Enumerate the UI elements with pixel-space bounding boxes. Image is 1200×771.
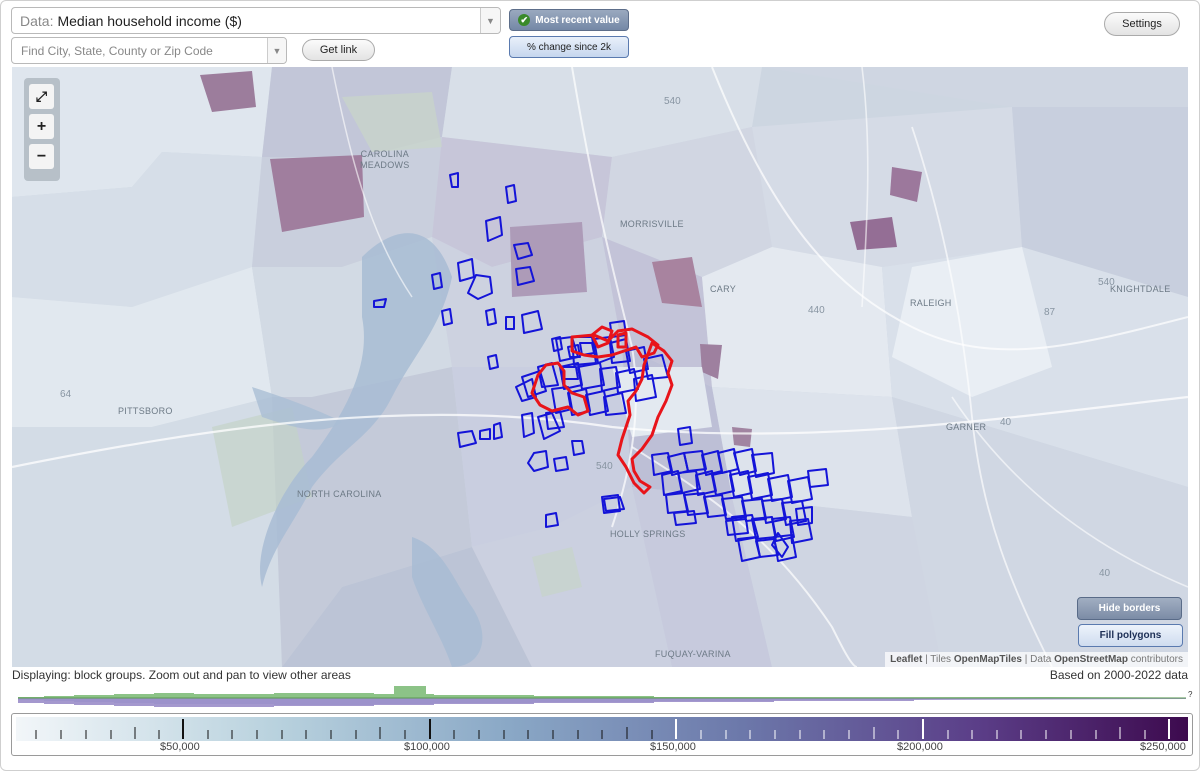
place-label-fuquay-varina: FUQUAY-VARINA (655, 649, 731, 659)
place-label-holly-springs: HOLLY SPRINGS (610, 529, 686, 539)
zoom-in-button[interactable]: + (29, 114, 54, 139)
fill-polygons-button[interactable]: Fill polygons (1078, 624, 1183, 647)
blue-outline-layer (373, 172, 829, 562)
road-label: 540 (596, 461, 613, 472)
road-label: 440 (808, 305, 825, 316)
road-label: 40 (1000, 417, 1012, 428)
hide-borders-button[interactable]: Hide borders (1077, 597, 1182, 620)
fit-extent-icon[interactable]: ⤢ (29, 84, 54, 109)
most-recent-label: Most recent value (535, 14, 620, 26)
histogram-unknown-marker: ? (1188, 690, 1193, 699)
place-label-north-carolina: NORTH CAROLINA (297, 489, 382, 499)
legend-label: $150,000 (650, 741, 696, 753)
legend-label: $250,000 (1140, 741, 1186, 753)
place-label-garner: GARNER (946, 422, 987, 432)
chevron-down-icon[interactable]: ▼ (267, 38, 286, 63)
attr-suffix: contributors (1127, 654, 1183, 665)
place-label-morrisville: MORRISVILLE (620, 219, 684, 229)
color-legend: $50,000 $100,000 $150,000 $200,000 $250,… (11, 713, 1193, 756)
road-label: 540 (664, 96, 681, 107)
chevron-down-icon[interactable]: ▼ (480, 8, 500, 33)
place-label-pittsboro: PITTSBORO (118, 406, 173, 416)
get-link-button[interactable]: Get link (302, 39, 375, 61)
map-view[interactable]: CAROLINA MEADOWS MORRISVILLE CARY RALEIG… (12, 67, 1188, 667)
most-recent-value-button[interactable]: ✔ Most recent value (509, 9, 629, 31)
place-label-raleigh: RALEIGH (910, 298, 952, 308)
place-label-knightdale: KNIGHTDALE (1110, 284, 1171, 294)
legend-label: $100,000 (404, 741, 450, 753)
checkmark-icon: ✔ (518, 14, 531, 26)
data-select-prefix: Data: (20, 12, 54, 29)
data-range-note: Based on 2000-2022 data (1049, 668, 1188, 682)
attr-data-prefix: | Data (1022, 654, 1055, 665)
value-histogram (18, 686, 1186, 707)
openmaptiles-link[interactable]: OpenMapTiles (953, 654, 1022, 665)
legend-ticks (35, 719, 1170, 739)
map-attribution: Leaflet | Tiles OpenMapTiles | Data Open… (885, 652, 1188, 667)
legend-label: $200,000 (897, 741, 943, 753)
attr-tiles-prefix: | Tiles (922, 654, 954, 665)
percent-change-button[interactable]: % change since 2k (509, 36, 629, 58)
data-select-value: Median household income ($) (57, 12, 242, 29)
settings-button[interactable]: Settings (1104, 12, 1180, 36)
zoom-control: ⤢ + − (24, 78, 60, 181)
place-label-carolina-meadows: CAROLINA MEADOWS (360, 149, 410, 171)
openstreetmap-link[interactable]: OpenStreetMap (1054, 654, 1128, 665)
map-base-layer (12, 67, 1188, 667)
place-label-cary: CARY (710, 284, 737, 294)
location-search-input[interactable] (11, 37, 287, 64)
road-label: 540 (1098, 277, 1115, 288)
displaying-status: Displaying: block groups. Zoom out and p… (12, 668, 351, 682)
legend-label: $50,000 (160, 741, 200, 753)
road-label: 64 (60, 389, 72, 400)
zoom-out-button[interactable]: − (29, 144, 54, 169)
road-label: 87 (1044, 307, 1056, 318)
road-label: 40 (1099, 568, 1111, 579)
leaflet-link[interactable]: Leaflet (890, 654, 923, 665)
place-carolina-meadows: CAROLINA MEADOWS (360, 149, 410, 170)
data-variable-select[interactable]: Data: Median household income ($) ▼ (11, 7, 501, 34)
